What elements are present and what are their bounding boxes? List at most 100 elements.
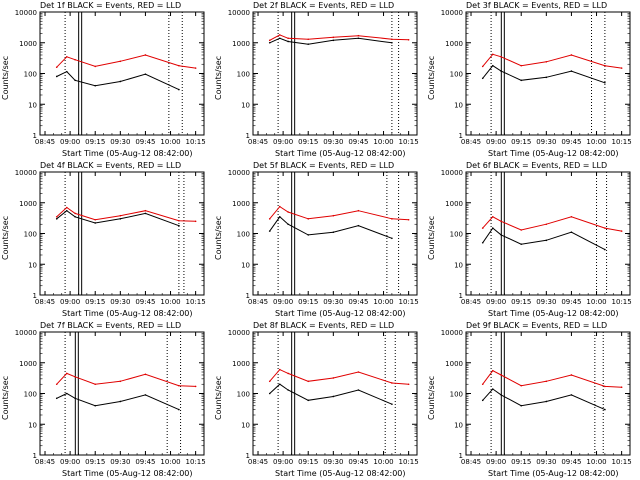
y-axis-label: Counts/sec [427, 55, 436, 100]
y-axis-label: Counts/sec [427, 375, 436, 420]
data-point-lld [74, 375, 76, 378]
data-point-events [55, 75, 58, 78]
data-point-lld [604, 227, 606, 229]
data-point-lld [278, 368, 281, 371]
x-tick-label: 09:30 [110, 298, 130, 306]
data-point-events [268, 230, 271, 232]
data-point-lld [144, 373, 147, 376]
y-axis-label: Counts/sec [214, 55, 223, 100]
data-point-lld [194, 385, 197, 388]
data-point-events [287, 223, 289, 226]
x-tick-label: 10:00 [160, 138, 180, 146]
data-point-events [287, 40, 289, 43]
x-axis-label: Start Time (05-Aug-12 08:42:00) [62, 149, 193, 158]
data-point-lld [268, 380, 271, 383]
x-tick-label: 10:00 [373, 138, 393, 146]
data-point-lld [604, 64, 606, 67]
data-point-events [604, 248, 606, 251]
data-point-lld [481, 383, 484, 386]
y-tick-label: 1000 [445, 40, 463, 48]
data-point-events [545, 400, 548, 403]
y-axis-label: Counts/sec [1, 55, 10, 100]
data-point-lld [500, 220, 502, 223]
data-point-events [74, 397, 76, 400]
x-tick-label: 09:45 [135, 458, 155, 466]
data-point-events [491, 227, 494, 229]
data-point-lld [65, 206, 68, 209]
data-point-events [144, 73, 147, 75]
y-tick-label: 1 [459, 452, 463, 460]
data-point-lld [407, 218, 410, 221]
y-axis-label: Counts/sec [1, 215, 10, 260]
data-point-lld [94, 65, 97, 68]
data-point-lld [520, 64, 523, 67]
data-point-events [604, 408, 606, 411]
data-point-lld [491, 53, 494, 56]
data-point-events [178, 88, 180, 91]
data-point-events [144, 394, 147, 396]
data-point-events [268, 41, 271, 44]
data-point-lld [391, 38, 393, 41]
x-tick-label: 09:00 [273, 458, 293, 466]
data-point-events [307, 43, 310, 45]
chart-plot-det-9f: 08:45 09:00 09:15 09:30 09:45 10:00 10:15 1 10 10… [441, 329, 632, 466]
y-tick-label: 1000 [19, 200, 37, 208]
data-point-lld [500, 55, 502, 58]
data-point-events [481, 77, 484, 80]
data-point-events [491, 64, 494, 67]
data-point-lld [94, 218, 97, 221]
data-point-events [55, 397, 58, 400]
x-tick-label: 08:45 [461, 458, 481, 466]
y-tick-label: 10 [28, 261, 37, 269]
chart-plot-det-5f: 08:45 09:00 09:15 09:30 09:45 10:00 10:15 1 10 10… [228, 169, 419, 306]
x-tick-label: 10:00 [586, 138, 606, 146]
x-axis-label: Start Time (05-Aug-12 08:42:00) [488, 309, 619, 318]
y-tick-label: 1000 [445, 360, 463, 368]
data-point-events [55, 218, 58, 220]
chart-title: Det 7f BLACK = Events, RED = LLD [40, 321, 182, 330]
data-point-events [119, 218, 122, 220]
x-tick-label: 08:45 [35, 138, 55, 146]
series-line-lld [56, 54, 196, 69]
data-point-lld [570, 54, 573, 56]
y-tick-label: 10 [241, 101, 250, 109]
data-point-lld [307, 380, 310, 383]
data-point-events [491, 388, 494, 390]
series-line-lld [482, 216, 622, 232]
y-tick-label: 1000 [19, 360, 37, 368]
data-point-events [178, 224, 180, 227]
data-point-events [545, 76, 548, 79]
y-tick-label: 10 [28, 101, 37, 109]
data-point-lld [307, 38, 310, 41]
y-tick-label: 10000 [15, 329, 37, 337]
y-tick-label: 10000 [441, 169, 463, 177]
data-point-lld [94, 383, 97, 386]
x-tick-label: 09:45 [135, 298, 155, 306]
series-line-lld [482, 370, 622, 388]
plot-frame [465, 11, 631, 136]
y-tick-label: 100 [237, 391, 250, 399]
series-line-lld [269, 205, 409, 221]
data-point-lld [570, 374, 573, 376]
x-tick-label: 10:15 [186, 298, 206, 306]
series-line-events [269, 216, 393, 239]
data-point-lld [74, 212, 76, 215]
data-point-events [74, 79, 76, 82]
y-tick-label: 100 [24, 391, 37, 399]
plot-frame [39, 331, 205, 456]
data-point-events [357, 389, 360, 391]
data-point-lld [55, 66, 58, 69]
data-point-events [178, 408, 180, 411]
y-tick-label: 1000 [232, 200, 250, 208]
x-tick-label: 10:15 [399, 138, 419, 146]
data-point-lld [119, 60, 122, 63]
y-tick-label: 1000 [445, 200, 463, 208]
data-point-events [94, 222, 97, 224]
x-tick-label: 08:45 [248, 298, 268, 306]
data-point-events [94, 84, 97, 87]
y-tick-label: 100 [450, 391, 463, 399]
data-point-lld [55, 215, 58, 218]
x-tick-label: 08:45 [35, 458, 55, 466]
x-tick-label: 09:45 [135, 138, 155, 146]
